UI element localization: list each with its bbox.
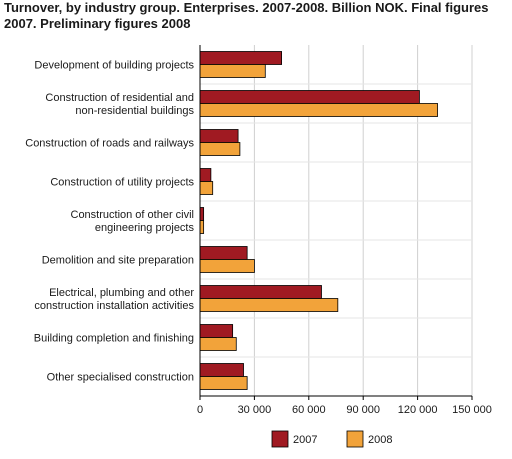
legend-label: 2008 (368, 434, 392, 446)
bar-2008 (199, 337, 237, 351)
x-tick-label: 120 000 (398, 404, 438, 416)
x-tick-label: 30 000 (238, 404, 272, 416)
category-label: Construction of other civil (71, 209, 195, 221)
bar-2007 (199, 363, 244, 377)
category-label: non-residential buildings (75, 105, 194, 117)
bar-2008 (199, 64, 266, 78)
category-labels: Development of building projects Construc… (25, 60, 194, 384)
bar-2008 (199, 142, 241, 156)
bar-2007 (199, 51, 282, 65)
bar-2008 (199, 376, 248, 390)
x-tick-label: 60 000 (292, 404, 326, 416)
bar-2007 (199, 168, 212, 182)
category-label: Development of building projects (34, 60, 194, 72)
bar-2007 (199, 90, 420, 104)
bar-2008 (199, 220, 205, 234)
bar-2008 (199, 103, 438, 117)
x-tick-label: 0 (197, 404, 203, 416)
legend: 2007 2008 (271, 430, 392, 448)
axis-layer: 0 30 000 60 000 90 000 120 000 150 000 (197, 45, 492, 416)
category-label: Demolition and site preparation (42, 255, 194, 267)
legend-label: 2007 (293, 434, 317, 446)
bar-2007 (199, 285, 322, 299)
bar-2007 (199, 207, 205, 221)
category-label: Construction of roads and railways (25, 138, 194, 150)
category-label: Construction of utility projects (50, 177, 194, 189)
category-label: Electrical, plumbing and other (49, 287, 194, 299)
chart-title: Turnover, by industry group. Enterprises… (4, 0, 489, 31)
legend-swatch-2007 (271, 430, 289, 448)
bar-2007 (199, 246, 248, 260)
bar-2007 (199, 324, 234, 338)
x-tick-label: 90 000 (346, 404, 380, 416)
legend-swatch-2008 (346, 430, 364, 448)
x-tick-label: 150 000 (452, 404, 492, 416)
category-label: Construction of residential and (45, 92, 194, 104)
bar-2008 (199, 181, 214, 195)
category-label: engineering projects (95, 222, 195, 234)
bars-layer (199, 51, 438, 390)
category-label: Building completion and finishing (34, 333, 194, 345)
bar-2008 (199, 259, 255, 273)
bar-2007 (199, 129, 239, 143)
category-label: construction installation activities (34, 300, 194, 312)
category-label: Other specialised construction (47, 372, 194, 384)
bar-2008 (199, 298, 339, 312)
